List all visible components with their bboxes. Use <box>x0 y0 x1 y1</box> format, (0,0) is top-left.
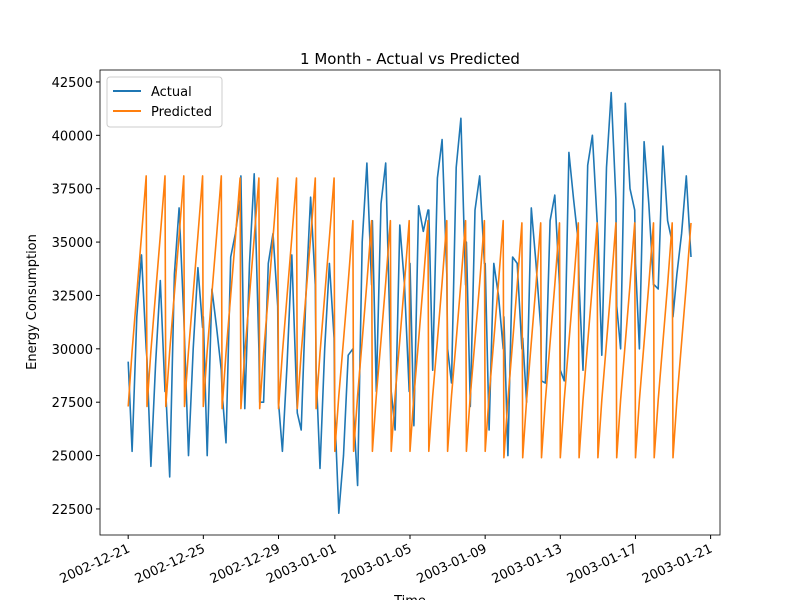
y-tick-label: 27500 <box>52 396 93 411</box>
y-tick-label: 30000 <box>52 343 93 358</box>
plot-frame <box>99 69 721 536</box>
legend-box <box>106 76 223 128</box>
y-tick-label: 35000 <box>52 236 93 251</box>
y-tick-label: 32500 <box>52 289 93 304</box>
chart-title: 1 Month - Actual vs Predicted <box>300 50 520 68</box>
legend-label: Predicted <box>151 105 212 120</box>
y-tick-label: 37500 <box>52 183 93 198</box>
series-line <box>127 175 692 459</box>
y-tick-label: 22500 <box>52 503 93 518</box>
y-tick-label: 25000 <box>52 450 93 465</box>
y-tick-label: 40000 <box>52 129 93 144</box>
y-axis-label: Energy Consumption <box>25 234 40 370</box>
y-tick-label: 42500 <box>52 76 93 91</box>
x-axis-label: Time <box>393 594 426 600</box>
legend-label: Actual <box>151 85 192 100</box>
